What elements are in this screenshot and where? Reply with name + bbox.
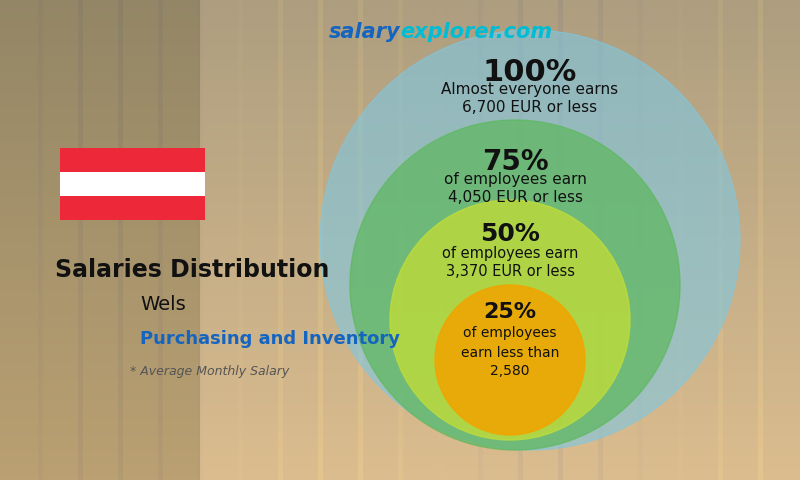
Text: of employees earn: of employees earn (442, 246, 578, 261)
Circle shape (435, 285, 585, 435)
Circle shape (350, 120, 680, 450)
Text: Wels: Wels (140, 295, 186, 314)
Circle shape (390, 200, 630, 440)
Text: 75%: 75% (482, 148, 548, 176)
Text: Purchasing and Inventory: Purchasing and Inventory (140, 330, 400, 348)
Text: of employees: of employees (463, 326, 557, 340)
Circle shape (320, 30, 740, 450)
Text: Almost everyone earns: Almost everyone earns (442, 82, 618, 97)
Text: 6,700 EUR or less: 6,700 EUR or less (462, 100, 598, 115)
Text: * Average Monthly Salary: * Average Monthly Salary (130, 365, 290, 378)
Text: 2,580: 2,580 (490, 364, 530, 378)
Bar (60, 172, 205, 196)
Text: explorer.com: explorer.com (400, 22, 552, 42)
Text: 50%: 50% (480, 222, 540, 246)
Text: 4,050 EUR or less: 4,050 EUR or less (447, 190, 582, 205)
Text: Salaries Distribution: Salaries Distribution (55, 258, 330, 282)
Text: 3,370 EUR or less: 3,370 EUR or less (446, 264, 574, 279)
Text: earn less than: earn less than (461, 346, 559, 360)
Bar (60, 196, 205, 220)
Bar (60, 148, 205, 172)
Text: of employees earn: of employees earn (443, 172, 586, 187)
Text: salary: salary (328, 22, 400, 42)
Text: 100%: 100% (483, 58, 577, 87)
Text: 25%: 25% (483, 302, 537, 322)
